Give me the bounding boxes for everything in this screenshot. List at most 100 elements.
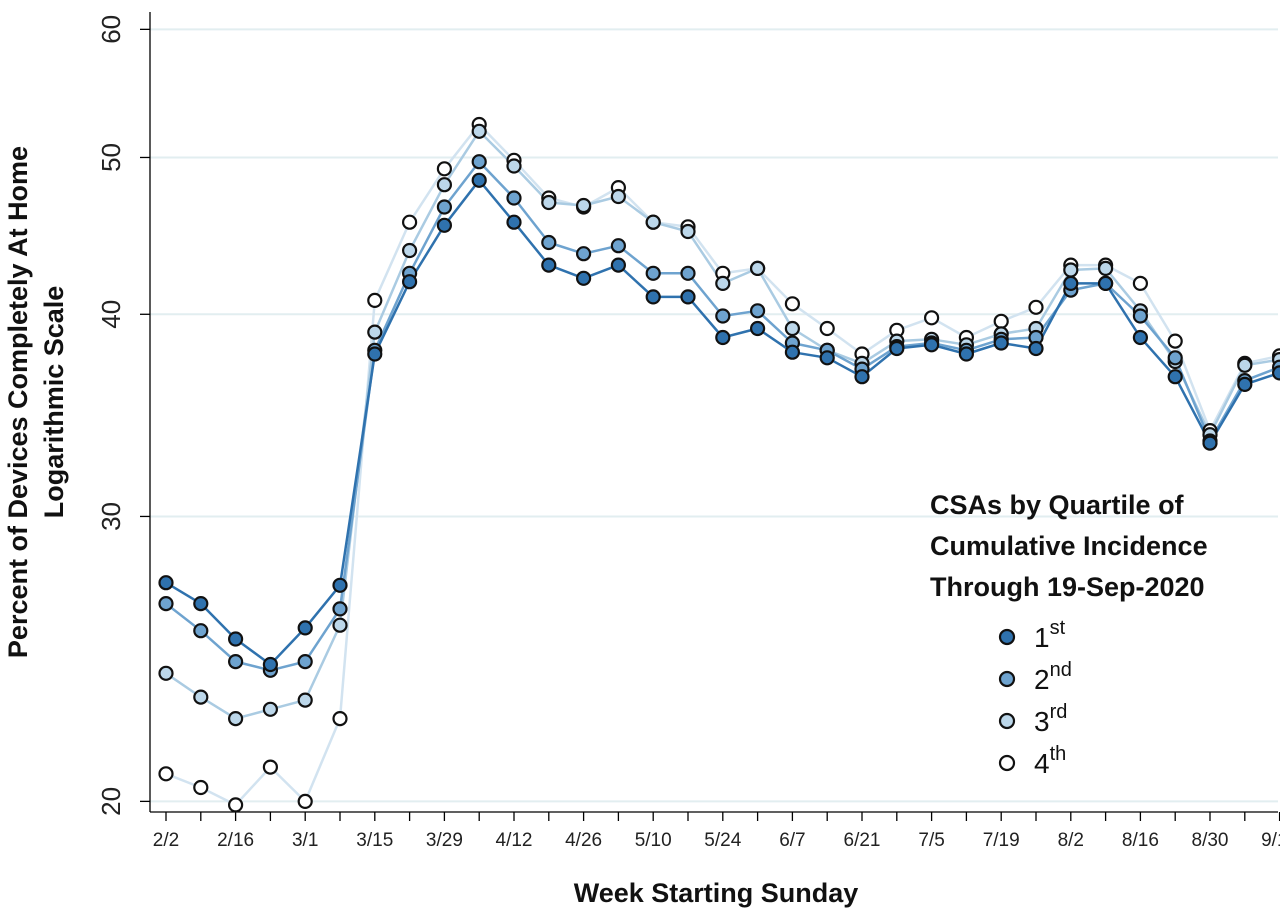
x-tick-label: 5/24 <box>704 830 741 851</box>
data-point-2nd <box>436 199 452 215</box>
x-tick-label: 3/1 <box>292 830 318 851</box>
data-point-1st <box>645 289 661 305</box>
data-point-1st <box>575 270 592 286</box>
data-point-3rd <box>332 617 348 633</box>
x-tick-label: 4/12 <box>496 830 533 851</box>
data-point-3rd <box>1097 260 1114 276</box>
data-point-3rd <box>541 194 557 211</box>
data-point-1st <box>1167 369 1183 385</box>
data-point-1st <box>262 656 278 673</box>
legend-label-3rd: 3rd <box>1034 701 1067 737</box>
data-point-1st <box>297 620 313 636</box>
x-tick-label: 5/10 <box>635 830 672 851</box>
data-point-1st <box>541 257 557 273</box>
legend-title-line-3: Through 19-Sep-2020 <box>930 572 1205 602</box>
data-point-2nd <box>1167 350 1183 366</box>
data-point-2nd <box>506 190 522 206</box>
x-tick-label: 7/5 <box>918 830 944 851</box>
data-point-1st <box>993 335 1009 351</box>
data-point-4th <box>228 797 244 813</box>
data-point-1st <box>1028 340 1044 357</box>
data-point-3rd <box>402 242 418 259</box>
data-point-4th <box>332 710 348 727</box>
legend-title-line-1: CSAs by Quartile of <box>930 490 1185 520</box>
data-point-2nd <box>1132 308 1149 324</box>
y-ticks: 20 30 40 50 60 <box>96 15 150 816</box>
data-point-4th <box>436 161 452 177</box>
data-point-2nd <box>332 601 348 617</box>
data-point-1st <box>715 329 731 346</box>
data-point-4th <box>819 320 835 337</box>
data-point-1st <box>1063 275 1079 291</box>
data-point-2nd <box>610 238 627 254</box>
data-point-3rd <box>715 275 731 291</box>
legend-marker-2nd <box>998 670 1016 688</box>
data-point-1st <box>854 369 870 385</box>
data-point-3rd <box>1063 262 1079 278</box>
data-point-2nd <box>471 154 487 170</box>
data-point-3rd <box>471 123 487 139</box>
data-point-1st <box>1272 365 1280 381</box>
x-tick-label: 7/19 <box>983 830 1020 851</box>
data-point-1st <box>784 344 801 360</box>
data-point-4th <box>367 292 383 308</box>
data-point-4th <box>193 779 209 796</box>
data-point-2nd <box>749 303 766 319</box>
data-point-3rd <box>367 324 383 340</box>
data-point-1st <box>1202 435 1218 451</box>
data-point-1st <box>471 172 487 188</box>
legend-label-2nd: 2nd <box>1034 659 1072 695</box>
x-tick-label: 2/16 <box>217 830 254 851</box>
data-point-1st <box>819 350 835 366</box>
x-tick-label: 8/30 <box>1192 830 1229 851</box>
y-axis-title: Percent of Devices Completely At Home <box>3 146 33 658</box>
data-point-1st <box>610 257 627 273</box>
data-point-1st <box>1097 275 1114 291</box>
series-line-3rd <box>165 130 1280 720</box>
data-point-4th <box>297 793 313 810</box>
series <box>158 116 1280 813</box>
data-point-2nd <box>715 308 731 324</box>
x-tick-label: 8/16 <box>1122 830 1159 851</box>
data-point-1st <box>193 595 209 612</box>
x-tick-label: 6/21 <box>844 830 881 851</box>
legend-label-1st: 1st <box>1034 617 1066 653</box>
x-tick-label: 2/2 <box>153 830 179 851</box>
data-point-1st <box>158 575 174 591</box>
x-tick-label: 9/13 <box>1261 830 1280 851</box>
data-point-1st <box>749 320 766 337</box>
data-point-2nd <box>297 653 313 670</box>
data-point-3rd <box>262 701 278 717</box>
data-point-1st <box>228 631 244 647</box>
data-point-1st <box>402 274 418 290</box>
data-point-2nd <box>575 246 592 262</box>
legend-marker-1st <box>998 628 1016 646</box>
x-tick-label: 6/7 <box>779 830 805 851</box>
legend-label-4th: 4th <box>1034 743 1066 779</box>
data-point-1st <box>889 340 905 357</box>
data-point-1st <box>1132 329 1149 346</box>
y-tick-label: 20 <box>96 787 126 816</box>
x-ticks: 2/2 2/16 3/1 3/15 3/29 4/12 4/26 5/10 5/24 6/7 6/2… <box>153 812 1280 851</box>
data-point-3rd <box>645 214 661 230</box>
data-point-2nd <box>228 653 244 670</box>
data-point-1st <box>1237 376 1253 392</box>
grid-lines <box>150 28 1278 803</box>
y-axis-subtitle: Logarithmic Scale <box>39 286 69 519</box>
x-axis-title: Week Starting Sunday <box>574 878 859 908</box>
data-point-2nd <box>158 595 174 612</box>
data-point-4th <box>402 214 418 230</box>
legend-title-line-2: Cumulative Incidence <box>930 531 1208 561</box>
legend: CSAs by Quartile of Cumulative Incidence… <box>930 490 1208 779</box>
data-point-2nd <box>541 234 557 251</box>
data-point-3rd <box>680 223 696 240</box>
y-tick-label: 50 <box>96 143 126 172</box>
data-point-4th <box>262 759 278 775</box>
data-point-3rd <box>1237 357 1253 373</box>
data-point-4th <box>923 310 940 326</box>
data-point-3rd <box>506 158 522 174</box>
data-point-4th <box>158 766 174 782</box>
data-point-3rd <box>575 197 592 214</box>
y-tick-label: 30 <box>96 502 126 531</box>
data-point-4th <box>1132 275 1149 291</box>
